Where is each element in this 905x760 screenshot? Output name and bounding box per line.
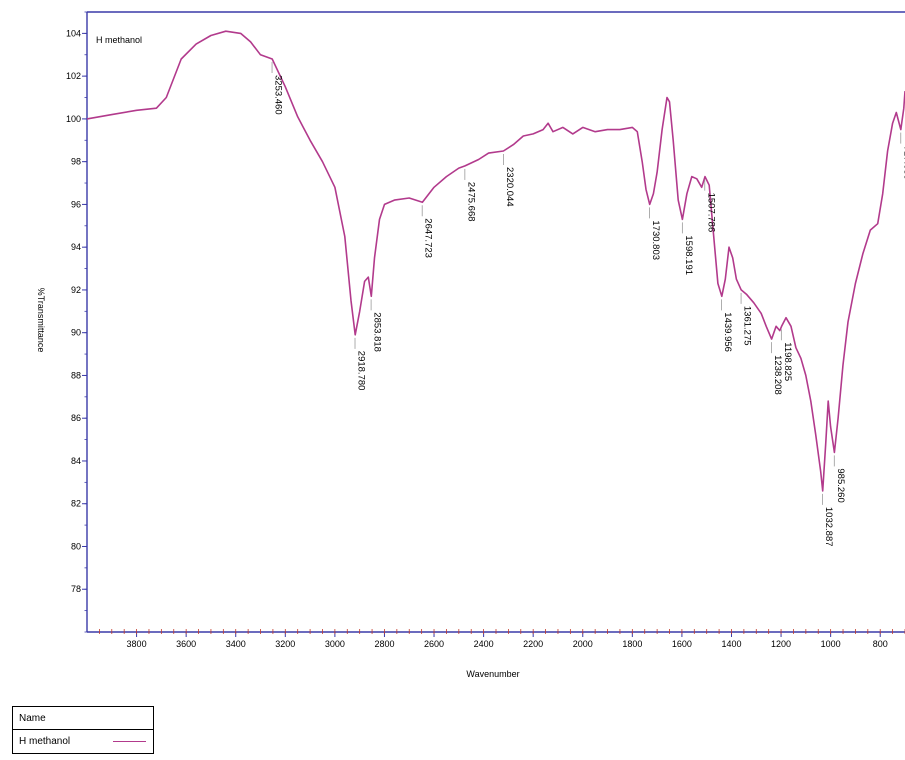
peak-label: 717.059: [901, 146, 905, 180]
y-axis-title: %Transmittance: [36, 288, 46, 353]
legend: Name H methanol: [12, 706, 154, 754]
x-tick-label: 3200: [275, 639, 295, 649]
x-tick-label: 3400: [226, 639, 246, 649]
y-tick-label: 82: [71, 499, 81, 509]
y-tick-label: 100: [66, 114, 81, 124]
y-tick-label: 104: [66, 28, 81, 38]
legend-entry-label: H methanol: [19, 736, 71, 747]
peak-label: 985.260: [835, 468, 846, 502]
ftir-spectrum-chart: 78 80 82 84 86 88 90 92 94 96 98 100 102 104 3800 3600 3…: [36, 11, 905, 679]
peak-label: 3253.460: [273, 75, 284, 115]
y-tick-label: 80: [71, 541, 81, 551]
peak-label: 1507.786: [705, 193, 716, 233]
peak-label: 2918.780: [356, 351, 367, 391]
peak-label: 1598.191: [683, 235, 694, 275]
x-tick-label: 800: [873, 639, 888, 649]
x-tick-label: 1800: [622, 639, 642, 649]
y-tick-label: 94: [71, 242, 81, 252]
x-tick-label: 2200: [523, 639, 543, 649]
peak-label: 2647.723: [423, 218, 434, 258]
peak-label: 2320.044: [504, 167, 515, 207]
y-tick-label: 102: [66, 71, 81, 81]
y-tick-label: 96: [71, 199, 81, 209]
peak-label: 2853.818: [372, 312, 383, 352]
x-tick-label: 3000: [325, 639, 345, 649]
x-tick-label: 2000: [573, 639, 593, 649]
peak-label: 1439.956: [722, 312, 733, 352]
y-tick-label: 84: [71, 456, 81, 466]
peak-label: 1032.887: [823, 507, 834, 547]
y-tick-label: 86: [71, 413, 81, 423]
x-tick-label: 2600: [424, 639, 444, 649]
x-tick-label: 1400: [721, 639, 741, 649]
x-tick-label: 1200: [771, 639, 791, 649]
x-axis-title: Wavenumber: [466, 669, 519, 679]
x-tick-label: 2800: [374, 639, 394, 649]
x-tick-label: 1600: [672, 639, 692, 649]
legend-entry: H methanol: [13, 730, 153, 753]
y-tick-label: 92: [71, 285, 81, 295]
peak-label: 1198.825: [782, 342, 793, 381]
y-tick-label: 88: [71, 370, 81, 380]
spectrum-annotation: H methanol: [96, 35, 142, 45]
x-tick-label: 2400: [474, 639, 494, 649]
x-tick-label: 1000: [821, 639, 841, 649]
x-tick-label: 3800: [127, 639, 147, 649]
legend-line-swatch: [113, 741, 146, 742]
y-tick-label: 78: [71, 584, 81, 594]
x-tick-label: 3600: [176, 639, 196, 649]
y-tick-label: 90: [71, 328, 81, 338]
legend-header: Name: [13, 707, 153, 730]
peak-label: 1361.275: [742, 306, 753, 346]
spectrum-line: [86, 30, 905, 492]
y-tick-label: 98: [71, 157, 81, 167]
peak-label: 2475.668: [465, 182, 476, 222]
peak-label: 1730.803: [650, 220, 661, 260]
peak-label: 1238.208: [772, 355, 783, 395]
